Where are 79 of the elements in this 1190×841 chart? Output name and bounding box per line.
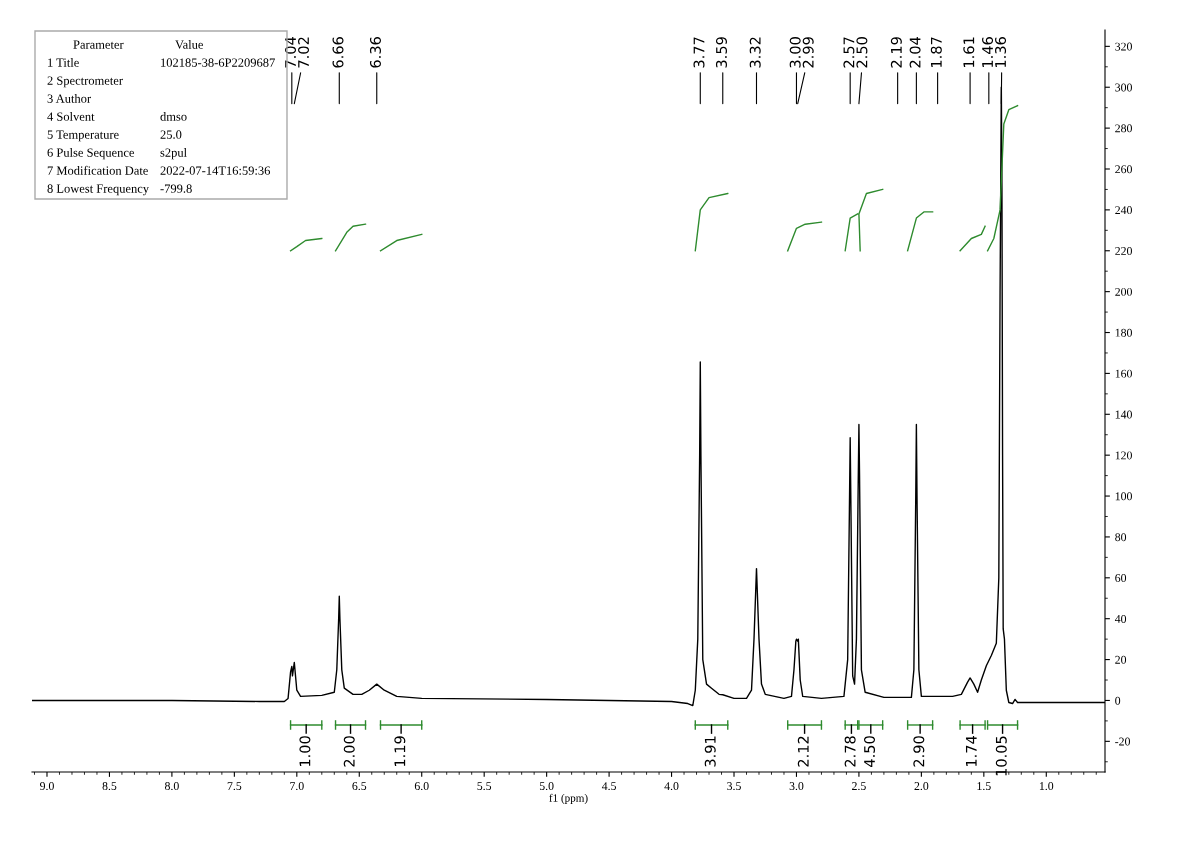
- y-tick-label: 180: [1115, 328, 1132, 337]
- y-tick-label: -20: [1115, 737, 1131, 746]
- x-tick-label: 3.5: [727, 782, 741, 791]
- annotation: 4 Solvent: [47, 112, 95, 121]
- annotation: 4.50: [863, 736, 876, 767]
- y-tick-label: 60: [1115, 574, 1127, 583]
- annotation: Value: [175, 40, 204, 49]
- annotation: 2.99: [802, 37, 814, 68]
- annotation: 7.02: [298, 37, 310, 68]
- annotation: 5 Temperature: [47, 130, 119, 142]
- x-tick-label: 8.0: [164, 782, 179, 791]
- x-tick-label: 8.5: [102, 782, 117, 791]
- y-tick-label: 240: [1115, 206, 1132, 215]
- x-tick-label: 7.0: [290, 782, 304, 791]
- y-tick-label: 0: [1115, 696, 1121, 705]
- y-tick-label: 100: [1115, 492, 1132, 501]
- annotation: 3.91: [704, 736, 716, 767]
- x-tick-label: 4.0: [664, 782, 679, 791]
- annotation: 102185-38-6P2209687: [161, 58, 275, 67]
- y-tick-label: 200: [1115, 287, 1132, 296]
- annotation: 7 Modification Date: [47, 165, 148, 175]
- annotation: 1.00: [299, 736, 311, 767]
- y-tick-label: 320: [1115, 42, 1132, 51]
- annotation: 3.59: [715, 37, 727, 68]
- x-tick-label: 6.5: [352, 782, 367, 791]
- annotation: 2.90: [913, 736, 925, 767]
- annotation: 25.0: [160, 130, 182, 139]
- annotation: 6.66: [332, 37, 344, 68]
- annotation: 2.50: [856, 37, 868, 68]
- x-tick-label: 2.5: [852, 782, 866, 791]
- annotation: 1.19: [394, 736, 406, 767]
- y-tick-label: 160: [1115, 369, 1132, 378]
- annotation: dmso: [160, 112, 187, 121]
- annotation: 8 Lowest Frequency: [47, 184, 150, 196]
- annotation: 1.87: [930, 37, 942, 67]
- annotation: 1.74: [965, 736, 977, 767]
- annotation: 2022-07-14T16:59:36: [160, 166, 271, 175]
- x-tick-label: 1.5: [977, 782, 991, 791]
- annotation: Parameter: [73, 40, 124, 49]
- annotation: 2.00: [343, 736, 355, 767]
- y-tick-label: 120: [1115, 451, 1132, 460]
- annotation: s2pul: [160, 148, 187, 160]
- annotation: 2.04: [909, 36, 921, 68]
- x-tick-label: 4.5: [601, 782, 617, 791]
- annotation: 3.77: [693, 37, 705, 68]
- annotation: 1 Title: [48, 58, 79, 67]
- y-tick-label: 220: [1115, 247, 1132, 255]
- annotation: 3.32: [749, 37, 761, 68]
- annotation: 2.12: [797, 736, 809, 767]
- annotation: 6 Pulse Sequence: [47, 148, 135, 160]
- annotation: 1.36: [995, 37, 1007, 67]
- annotation: 2 Spectrometer: [47, 76, 123, 88]
- annotation: 3 Author: [47, 94, 91, 103]
- y-tick-label: 300: [1115, 83, 1132, 92]
- x-tick-label: 2.0: [914, 782, 929, 791]
- x-tick-label: 1.0: [1039, 782, 1054, 791]
- annotation: 6.36: [369, 37, 381, 68]
- annotation: 3.00: [789, 37, 801, 68]
- y-tick-label: 40: [1114, 614, 1127, 623]
- y-tick-label: 80: [1115, 533, 1127, 542]
- x-tick-label: 5.5: [477, 782, 492, 791]
- annotation: -799.8: [160, 184, 192, 193]
- x-tick-label: 6.0: [414, 782, 429, 791]
- annotation: 10.05: [995, 736, 1007, 776]
- annotation: 7.04: [285, 36, 297, 68]
- annotation: 1.61: [963, 37, 975, 67]
- y-tick-label: 260: [1115, 165, 1132, 174]
- x-tick-label: 9.0: [39, 782, 54, 791]
- x-tick-label: 7.5: [227, 782, 242, 791]
- annotation: 2.19: [890, 37, 902, 68]
- y-tick-label: 280: [1115, 124, 1132, 133]
- annotation: 2.78: [844, 736, 856, 767]
- y-tick-label: 140: [1115, 410, 1132, 419]
- y-tick-label: 20: [1115, 655, 1127, 664]
- x-axis-title: f1 (ppm): [549, 793, 588, 805]
- x-tick-label: 3.0: [789, 782, 804, 791]
- annotation: 1.46: [982, 37, 994, 67]
- annotation: 2.57: [843, 37, 855, 68]
- x-tick-label: 5.0: [539, 782, 554, 791]
